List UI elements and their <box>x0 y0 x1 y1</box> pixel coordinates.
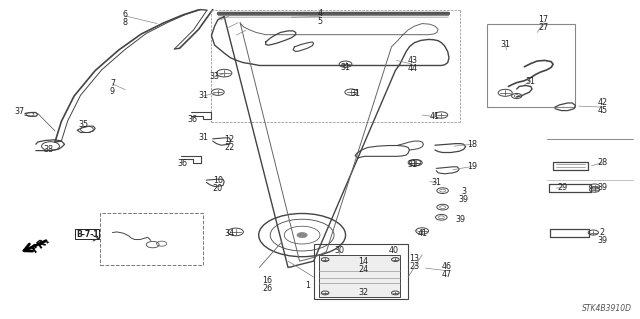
Text: 2: 2 <box>600 228 605 237</box>
Text: 29: 29 <box>557 183 568 192</box>
Text: 30: 30 <box>334 246 344 255</box>
Text: 39: 39 <box>459 195 468 204</box>
Text: STK4B3910D: STK4B3910D <box>582 304 632 313</box>
Text: 37: 37 <box>15 108 25 116</box>
Bar <box>100 212 203 265</box>
Text: 7: 7 <box>110 79 115 88</box>
Text: 6: 6 <box>123 11 128 19</box>
Text: 39: 39 <box>456 215 465 224</box>
Text: 41: 41 <box>417 229 427 238</box>
Text: B-7-1: B-7-1 <box>76 230 99 239</box>
Text: 42: 42 <box>597 99 607 108</box>
Bar <box>487 24 575 107</box>
Text: 36: 36 <box>178 159 188 168</box>
Bar <box>319 256 401 297</box>
Text: 44: 44 <box>408 63 417 72</box>
Text: 31: 31 <box>350 89 360 98</box>
Text: 1: 1 <box>305 281 310 290</box>
Text: 5: 5 <box>317 17 323 26</box>
Text: 34: 34 <box>224 229 234 238</box>
Text: 36: 36 <box>188 115 197 124</box>
Text: 32: 32 <box>358 288 369 297</box>
Text: 31: 31 <box>199 92 209 100</box>
Text: 3: 3 <box>461 187 466 196</box>
Text: 31: 31 <box>340 63 351 72</box>
Text: 35: 35 <box>79 120 89 129</box>
Text: 22: 22 <box>224 143 234 152</box>
Text: 46: 46 <box>442 262 451 271</box>
Text: 14: 14 <box>358 257 369 266</box>
Text: 16: 16 <box>262 276 273 285</box>
Text: 40: 40 <box>388 246 399 255</box>
Text: 8: 8 <box>123 19 128 27</box>
Text: 17: 17 <box>538 15 548 24</box>
Text: 45: 45 <box>597 107 607 115</box>
Text: 39: 39 <box>597 183 607 192</box>
Text: 26: 26 <box>262 284 273 293</box>
Text: 23: 23 <box>410 262 420 271</box>
Text: 43: 43 <box>408 56 417 65</box>
Text: 27: 27 <box>538 23 548 32</box>
Text: 13: 13 <box>410 254 419 263</box>
Text: 18: 18 <box>467 140 477 149</box>
Text: 10: 10 <box>213 176 223 185</box>
Text: FR.: FR. <box>29 235 51 255</box>
Text: 28: 28 <box>597 158 607 167</box>
Text: 31: 31 <box>431 178 441 187</box>
Text: 4: 4 <box>317 9 323 18</box>
Bar <box>314 244 408 299</box>
Text: 33: 33 <box>210 72 220 81</box>
Text: 47: 47 <box>442 270 451 279</box>
Text: 31: 31 <box>408 160 417 169</box>
Text: 39: 39 <box>597 236 607 245</box>
Text: 9: 9 <box>110 87 115 96</box>
Text: 31: 31 <box>500 40 510 49</box>
Text: 31: 31 <box>199 133 209 142</box>
Text: 38: 38 <box>44 145 54 154</box>
Text: 24: 24 <box>358 265 369 274</box>
Text: 41: 41 <box>430 112 440 121</box>
Circle shape <box>297 233 307 238</box>
Text: 12: 12 <box>224 135 234 144</box>
Text: 19: 19 <box>467 162 477 171</box>
Text: 31: 31 <box>525 77 536 86</box>
Text: 20: 20 <box>212 184 223 193</box>
